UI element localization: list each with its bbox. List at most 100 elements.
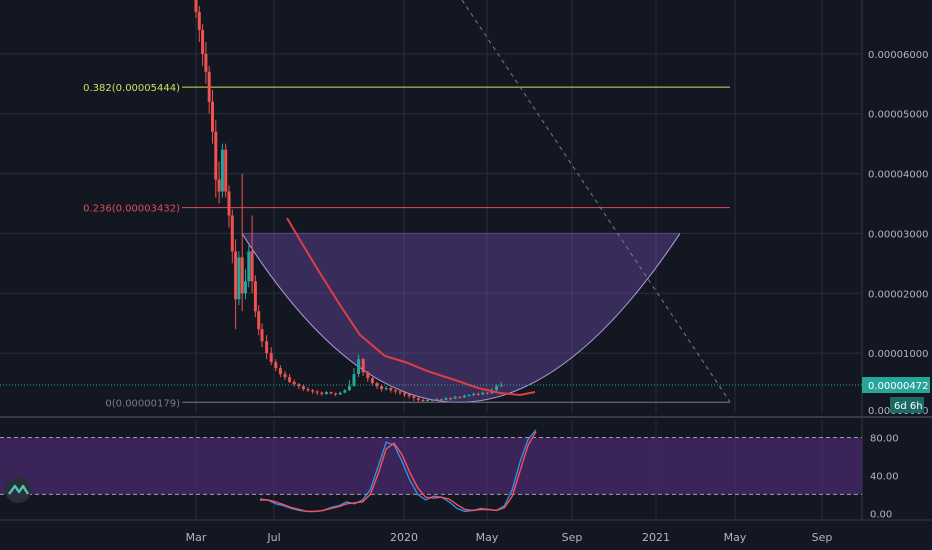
rsi-tick-label: 40.00 (870, 471, 899, 482)
fibonacci-levels[interactable]: 0.382(0.00005444) 0.236(0.00003432) 0(0.00… (83, 83, 730, 409)
candle-body (453, 396, 457, 399)
candle-body (214, 131, 218, 180)
candle-body (283, 374, 287, 378)
time-tick-label: May (724, 531, 747, 544)
candle-body (439, 399, 443, 401)
candle-body (495, 386, 499, 391)
candle-body (352, 374, 356, 387)
candle-body (257, 311, 261, 330)
price-grid (0, 0, 863, 520)
candle-body (201, 29, 205, 54)
trend-line[interactable] (461, 0, 731, 403)
candle-body (288, 377, 292, 382)
candle-body (366, 372, 370, 379)
candle-body (476, 393, 480, 395)
candle-body (426, 399, 430, 402)
candle-body (338, 392, 342, 395)
candle-body (227, 191, 231, 216)
candle-body (311, 390, 315, 392)
candle-body (458, 396, 462, 398)
candle-body (217, 179, 221, 192)
candle-body (467, 395, 471, 397)
candle-body (224, 149, 228, 192)
candle-body (220, 149, 224, 192)
fib-level-label: 0.236(0.00003432) (83, 204, 180, 215)
rsi-d-line (260, 431, 537, 513)
candle-body (260, 329, 264, 342)
candle-body (265, 341, 269, 354)
candle-body (244, 281, 247, 294)
candle-body (230, 215, 234, 252)
rsi-tick-label: 0.00 (870, 509, 892, 520)
countdown-value: 6d 6h (894, 401, 923, 412)
candle-body (398, 391, 402, 393)
candle-body (234, 251, 238, 300)
time-tick-label: Sep (812, 531, 833, 544)
price-tick-label: 0.00006000 (868, 50, 928, 61)
logo[interactable] (5, 477, 31, 503)
logo-icon (8, 484, 30, 495)
time-tick-label: Jul (266, 531, 280, 544)
candle-body (204, 53, 208, 72)
candle-body (320, 392, 324, 394)
rsi-axis[interactable]: 80.00 40.00 0.00 (870, 433, 899, 520)
price-pane[interactable]: 0.382(0.00005444) 0.236(0.00003432) 0(0.00… (0, 0, 863, 520)
candle-body (237, 257, 241, 300)
rsi-pane[interactable] (0, 420, 862, 520)
candle-body (430, 399, 434, 401)
fib-level-label: 0(0.00000179) (105, 398, 180, 409)
price-tick-label: 0.00001000 (868, 349, 928, 360)
candle-body (329, 392, 333, 394)
candle-body (449, 398, 453, 400)
time-tick-label: Sep (562, 531, 583, 544)
candle-body (375, 383, 379, 387)
rsi-tick-label: 80.00 (870, 433, 899, 444)
rsi-lines (259, 429, 537, 513)
candle-body (292, 381, 296, 385)
candle-body (370, 378, 374, 384)
price-tick-label: 0.00003000 (868, 229, 928, 240)
rsi-band (0, 436, 862, 495)
candle-body (194, 0, 198, 12)
time-tick-label: 2020 (390, 531, 418, 544)
price-axis[interactable]: 0.00006000 0.00005000 0.00004000 0.00003000… (862, 50, 930, 417)
ma-line (286, 217, 536, 397)
candle-body (389, 387, 393, 391)
time-tick-label: May (476, 531, 499, 544)
moving-average (286, 217, 536, 397)
candle-body (334, 393, 338, 395)
candle-body (472, 393, 476, 396)
candle-body (485, 392, 489, 394)
candle-body (347, 386, 351, 391)
candle-body (444, 398, 448, 400)
price-tick-label: 0.00002000 (868, 289, 928, 300)
cup-fill (242, 233, 680, 403)
candle-body (297, 384, 301, 387)
rsi-band-fill (0, 437, 862, 495)
trend-line-dashed[interactable] (461, 0, 731, 403)
time-axis[interactable]: Mar Jul 2020 May Sep 2021 May Sep (0, 519, 932, 544)
candle-body (462, 395, 466, 398)
candle-body (421, 399, 425, 402)
candle-body (435, 399, 439, 401)
candle-body (278, 368, 282, 375)
price-tick-label: 0.00005000 (868, 110, 928, 121)
fib-level-label: 0.382(0.00005444) (83, 83, 180, 94)
current-price-value: 0.00000472 (868, 381, 928, 392)
current-price-tag (862, 377, 930, 393)
candle-body (416, 398, 420, 400)
time-tick-label: Mar (186, 531, 207, 544)
time-tick-label: 2021 (642, 531, 670, 544)
candle-body (343, 390, 347, 393)
candle-body (274, 362, 278, 369)
candle-body (269, 353, 273, 363)
candle-body (324, 392, 328, 394)
candle-body (361, 359, 365, 373)
candle-body (403, 392, 407, 395)
candle-body (357, 359, 361, 375)
candle-body (393, 390, 397, 392)
candle-body (207, 71, 211, 102)
candle-body (301, 386, 305, 390)
candle-body (407, 394, 411, 397)
